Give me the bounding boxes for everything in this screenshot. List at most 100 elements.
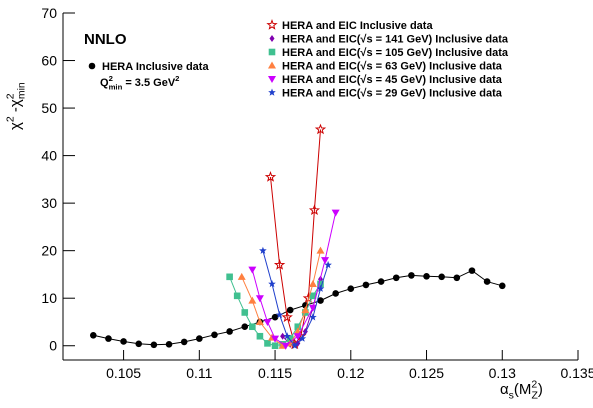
point [408, 272, 415, 279]
point [226, 273, 233, 281]
point [120, 338, 127, 345]
point [331, 209, 340, 217]
point [241, 323, 249, 331]
point [308, 304, 317, 312]
point [271, 342, 279, 350]
point [233, 292, 241, 300]
y-tick-label: 20 [41, 243, 57, 259]
legend-label: HERA and EIC Inclusive data [282, 20, 433, 32]
x-tick-label: 0.11 [186, 365, 212, 381]
y-tick-label: 10 [41, 290, 57, 306]
point [271, 335, 280, 343]
point [483, 278, 491, 285]
point [362, 281, 370, 289]
x-tick-label: 0.135 [560, 365, 593, 381]
y-tick-label: 40 [41, 148, 57, 164]
y-axis-title-part: min [16, 82, 28, 99]
point [268, 76, 276, 83]
legend-label: HERA and EIC(√s = 29 GeV) Inclusive data [282, 88, 503, 100]
point [271, 313, 279, 321]
legend-label: HERA and EIC(√s = 141 GeV) Inclusive dat… [282, 34, 509, 46]
point [248, 296, 257, 304]
point [308, 279, 317, 287]
point [150, 341, 158, 349]
y-axis-title-part: -χ [7, 99, 24, 116]
y-axis-title-part: 2 [4, 93, 16, 99]
legend-label: HERA and EIC(√s = 63 GeV) Inclusive data [282, 61, 503, 73]
point [317, 280, 324, 288]
series-line [270, 129, 321, 346]
point [273, 258, 286, 270]
x-axis-title: αs(M2 Z) [500, 378, 543, 401]
point [165, 341, 173, 348]
point [281, 342, 290, 350]
point [468, 267, 476, 274]
point [268, 61, 276, 69]
cut-label-part: min [109, 82, 123, 91]
point [269, 35, 275, 42]
point [317, 297, 324, 304]
point [89, 331, 97, 339]
cut-label: Q2 min = 3.5 GeV2 [100, 74, 179, 91]
point [256, 332, 264, 340]
point [226, 328, 233, 335]
cut-label-part: 2 [175, 74, 179, 83]
series-line [93, 270, 503, 346]
point [324, 260, 332, 269]
point [377, 278, 385, 285]
point [264, 171, 277, 182]
point [259, 246, 267, 254]
point [438, 273, 445, 281]
point [301, 306, 310, 314]
y-tick-label: 50 [41, 100, 57, 116]
point [211, 331, 218, 339]
point [281, 311, 293, 323]
x-axis-title-part: 2 [531, 378, 537, 390]
point [293, 333, 302, 341]
x-tick-label: 0.13 [489, 365, 516, 381]
x-tick-label: 0.105 [106, 365, 141, 381]
point [268, 48, 276, 56]
point [283, 332, 291, 340]
legend-label: HERA and EIC(√s = 45 GeV) Inclusive data [282, 74, 503, 86]
x-axis-title-part: α [500, 381, 509, 398]
point [423, 273, 430, 280]
x-tick-label: 0.115 [258, 365, 292, 381]
point [286, 306, 294, 314]
cut-label-part: Q [100, 77, 109, 89]
point [298, 334, 307, 342]
y-tick-label: 70 [41, 5, 57, 21]
point [275, 310, 284, 319]
y-axis-title-part: χ [7, 122, 24, 130]
point [309, 292, 317, 300]
legend-label: HERA Inclusive data [102, 61, 209, 73]
y-tick-label: 60 [41, 53, 57, 69]
series-line [262, 250, 329, 347]
point [316, 284, 325, 292]
point [255, 317, 264, 325]
point [249, 323, 256, 331]
y-axis-title-part: 2 [4, 116, 16, 122]
order-label: NNLO [84, 31, 127, 48]
point [105, 335, 112, 342]
point [309, 313, 317, 321]
point [347, 285, 355, 292]
point [180, 338, 188, 346]
x-axis-title-part: Z [531, 390, 538, 402]
series-line [241, 250, 321, 347]
point [280, 332, 286, 340]
point [268, 88, 276, 96]
point [308, 204, 321, 216]
x-axis-title-part: ) [538, 381, 543, 398]
point [321, 257, 330, 265]
x-tick-label: 0.12 [337, 365, 364, 381]
point [498, 282, 506, 290]
point [290, 341, 299, 349]
point [237, 272, 246, 280]
x-axis-title-part: s [509, 390, 514, 402]
point [332, 290, 339, 297]
legend-label: HERA and EIC(√s = 105 GeV) Inclusive dat… [282, 47, 509, 59]
y-axis-title: χ2 -χ2min [4, 82, 27, 130]
point [88, 62, 96, 70]
point [266, 19, 278, 30]
